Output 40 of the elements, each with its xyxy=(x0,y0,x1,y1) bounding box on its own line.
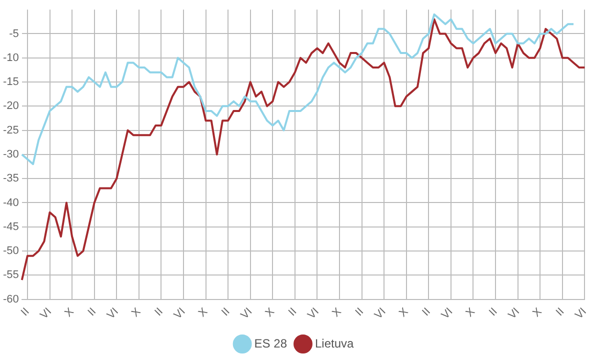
x-tick-label: VI xyxy=(105,306,121,322)
y-tick-label: -60 xyxy=(2,293,19,306)
x-tick-label: VI xyxy=(172,306,188,322)
x-tick-label: II xyxy=(554,306,567,319)
x-tick-label: II xyxy=(420,306,433,319)
x-tick-label: II xyxy=(353,306,366,319)
x-tick-label: X xyxy=(196,305,210,320)
y-tick-label: -45 xyxy=(2,220,19,233)
x-tick-label: X xyxy=(464,305,478,320)
y-tick-label: -40 xyxy=(2,196,19,209)
y-tick-label: -5 xyxy=(9,28,19,40)
x-tick-label: II xyxy=(286,306,300,319)
x-tick-label: II xyxy=(152,306,166,319)
y-tick-label: -50 xyxy=(2,245,19,258)
legend-label: Lietuva xyxy=(314,336,354,350)
x-tick-label: VI xyxy=(38,306,54,322)
y-tick-label: -30 xyxy=(2,148,19,160)
x-tick-label: VI xyxy=(238,306,255,322)
x-tick-label: X xyxy=(330,305,344,320)
x-tick-label: X xyxy=(62,305,77,320)
x-tick-label: II xyxy=(220,306,232,319)
y-tick-label: -35 xyxy=(2,172,19,185)
x-tick-label: X xyxy=(530,305,545,320)
legend-label: ES 28 xyxy=(254,336,288,350)
y-tick-label: -25 xyxy=(2,124,19,136)
x-tick-label: VI xyxy=(439,306,456,322)
x-tick-label: VI xyxy=(306,306,322,322)
x-tick-label: II xyxy=(18,306,32,319)
x-tick-label: X xyxy=(396,305,412,320)
x-tick-label: VI xyxy=(372,306,388,322)
y-tick-label: -55 xyxy=(2,269,19,282)
x-tick-label: VI xyxy=(506,306,522,322)
x-tick-label: II xyxy=(86,306,99,319)
x-tick-label: X xyxy=(263,305,278,320)
x-tick-label: VI xyxy=(573,306,589,322)
y-tick-label: -20 xyxy=(2,100,19,112)
y-tick-label: -15 xyxy=(2,76,19,88)
x-tick-label: II xyxy=(486,306,500,319)
x-tick-label: X xyxy=(129,305,144,320)
y-tick-label: -10 xyxy=(2,52,19,64)
